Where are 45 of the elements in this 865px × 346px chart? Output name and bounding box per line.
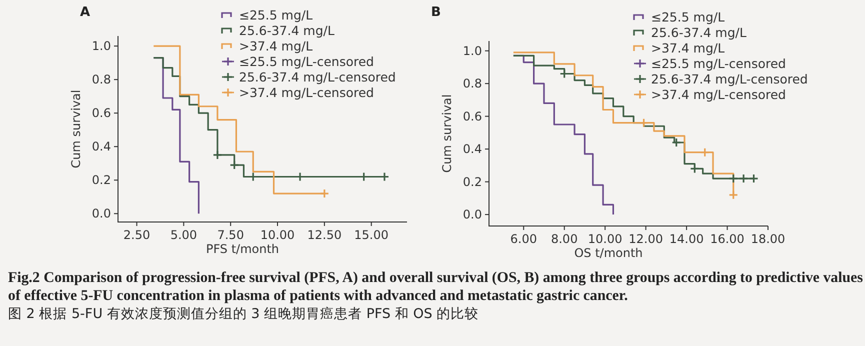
x-tick-label: 15.00 [354, 228, 389, 242]
y-tick-label: 0.6 [462, 109, 482, 124]
caption: 图 2 根据 5-FU 有效浓度预测值分组的 3 组晚期胃癌患者 PFS 和 OS 的比较 [8, 305, 480, 323]
x-axis-title: OS t/month [574, 246, 643, 260]
x-tick-label: 6.00 [510, 232, 537, 246]
x-tick-label: 12.50 [307, 228, 342, 242]
y-tick-label: 1.0 [92, 39, 111, 54]
y-axis-title: Cum survival [440, 94, 454, 173]
legend-label: >37.4 mg/L [651, 40, 725, 56]
legend-label: ≤25.5 mg/L [239, 8, 313, 22]
y-tick-label: 0.0 [462, 208, 482, 222]
legend-label: 25.6-37.4 mg/L [651, 25, 746, 40]
legend-label: >37.4 mg/L-censored [239, 85, 374, 100]
y-tick-label: 0.8 [462, 76, 482, 91]
x-tick-label: 5.00 [170, 228, 198, 242]
y-tick-label: 0.4 [462, 142, 482, 156]
y-tick-label: 0.0 [92, 206, 111, 221]
y-axis-title: Cum survival [69, 90, 83, 168]
legend-label: 25.6-37.4 mg/L-censored [651, 72, 808, 86]
y-tick-label: 0.6 [92, 106, 111, 120]
x-tick-label: 18.00 [750, 232, 786, 246]
legend-label: 25.6-37.4 mg/L [239, 23, 334, 38]
x-tick-label: 14.00 [669, 232, 704, 246]
legend-label: ≤25.5 mg/L-censored [651, 56, 786, 71]
legend-label: 25.6-37.4 mg/L-censored [239, 70, 396, 84]
y-tick-label: 1.0 [462, 44, 482, 58]
chart-title: B [431, 5, 441, 20]
legend-label: >37.4 mg/L [239, 38, 313, 54]
y-tick-label: 0.2 [92, 173, 111, 188]
legend-label: ≤25.5 mg/L [651, 10, 725, 24]
chart-title: A [80, 5, 90, 20]
x-tick-label: 8.00 [550, 232, 578, 246]
y-tick-label: 0.8 [92, 72, 111, 87]
caption: Fig.2 Comparison of progression-free survival (PFS, A) and overall survival (OS, B) among three groups according to predictive values of effective 5-FU concentration in plasma of patients with advanced and metastatic gastric cancer. [8, 269, 863, 305]
x-tick-label: 12.00 [628, 232, 663, 246]
legend-label: >37.4 mg/L-censored [651, 87, 786, 102]
y-tick-label: 0.4 [92, 140, 111, 154]
x-tick-label: 16.00 [710, 232, 744, 246]
x-tick-label: 2.50 [123, 228, 150, 242]
y-tick-label: 0.2 [462, 174, 482, 189]
x-tick-label: 7.50 [217, 228, 244, 242]
x-tick-label: 10.00 [588, 232, 622, 246]
legend-label: ≤25.5 mg/L-censored [239, 54, 374, 69]
x-axis-title: PFS t/month [206, 242, 280, 256]
x-tick-label: 10.00 [260, 228, 295, 242]
